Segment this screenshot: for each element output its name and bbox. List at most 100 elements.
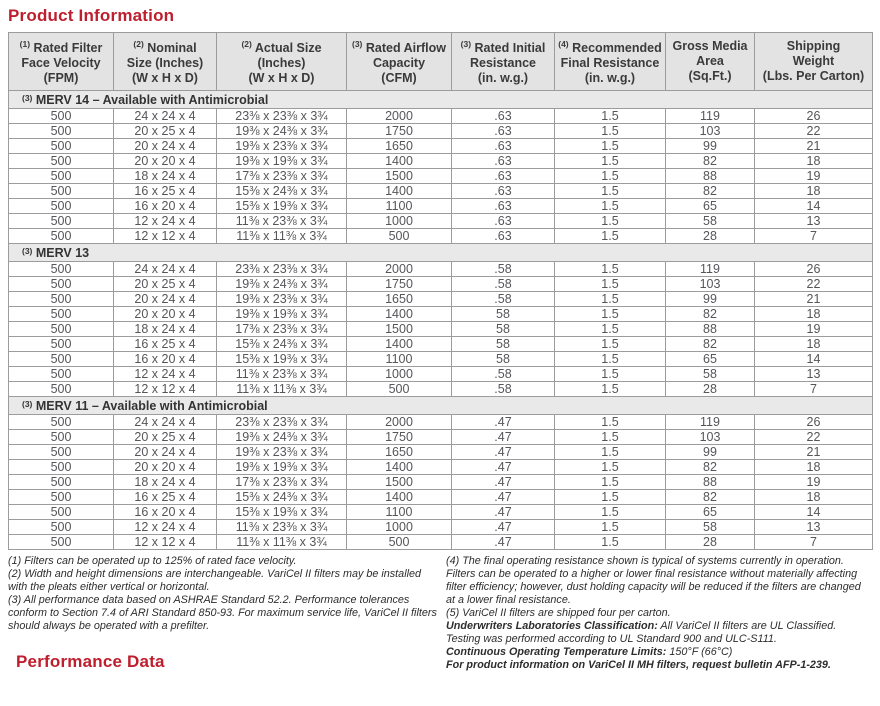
cell-media-area: 99 [665,444,755,460]
cell-rated-face-velocity: 500 [8,276,114,292]
table-body: (3) MERV 14 – Available with Antimicrobi… [8,90,873,550]
cell-airflow-capacity: 1400 [346,183,452,199]
cell-initial-resistance: .47 [451,459,555,475]
footnote: (1) Filters can be operated up to 125% o… [8,555,297,567]
cell-initial-resistance: .63 [451,153,555,169]
column-header-actual-size: (2) Actual Size (Inches) (W x H x D) [216,32,347,91]
cell-nominal-size: 12 x 12 x 4 [113,534,217,550]
footnotes: (1) Filters can be operated up to 125% o… [8,555,872,672]
cell-airflow-capacity: 2000 [346,414,452,430]
cell-actual-size: 15⅜ x 24⅜ x 3¾ [216,489,347,505]
cell-media-area: 99 [665,138,755,154]
table-row: 500 20 x 24 x 4 19⅜ x 23⅜ x 3¾ 1650.63 1.5 99… [8,138,873,154]
footnote: (3) All performance data based on ASHRAE… [8,594,437,632]
cell-rated-face-velocity: 500 [8,138,114,154]
cell-shipping-weight: 7 [754,534,873,550]
cell-actual-size: 19⅜ x 23⅜ x 3¾ [216,444,347,460]
footnote: (2) Width and height dimensions are inte… [8,568,421,593]
cell-rated-face-velocity: 500 [8,183,114,199]
cell-initial-resistance: .63 [451,183,555,199]
section-row: (3) MERV 13 [8,243,873,262]
table-row: 500 24 x 24 x 4 23⅜ x 23⅜ x 3¾ 2000.47 1.5 11… [8,414,873,430]
cell-nominal-size: 20 x 20 x 4 [113,459,217,475]
table-row: 500 18 x 24 x 4 17⅜ x 23⅜ x 3¾ 1500.47 1.5 88… [8,474,873,490]
table-row: 500 20 x 24 x 4 19⅜ x 23⅜ x 3¾ 1650.47 1.5 99… [8,444,873,460]
cell-final-resistance: 1.5 [554,444,666,460]
cell-initial-resistance: .47 [451,444,555,460]
section-title: MERV 11 – Available with Antimicrobial [32,399,268,413]
cell-final-resistance: 1.5 [554,168,666,184]
cell-shipping-weight: 14 [754,351,873,367]
cell-media-area: 82 [665,336,755,352]
table-row: 500 24 x 24 x 4 23⅜ x 23⅜ x 3¾ 2000.63 1.5 11… [8,108,873,124]
section-header: (3) MERV 13 [8,243,873,262]
footnote-marker: (3) [22,246,33,256]
table-header: (1) Rated Filter Face Velocity (FPM) (2)… [8,32,873,91]
cell-final-resistance: 1.5 [554,153,666,169]
footnote: Continuous Operating Temperature Limits:… [446,646,733,658]
cell-rated-face-velocity: 500 [8,321,114,337]
cell-nominal-size: 16 x 20 x 4 [113,351,217,367]
cell-media-area: 119 [665,108,755,124]
cell-rated-face-velocity: 500 [8,168,114,184]
table-row: 500 20 x 20 x 4 19⅜ x 19⅜ x 3¾ 1400.47 1.5 82… [8,459,873,475]
footnote: (5) VariCel II filters are shipped four … [446,607,671,619]
cell-final-resistance: 1.5 [554,366,666,382]
footnote-marker: (2) [241,39,252,49]
footnotes-right-column: (4) The final operating resistance shown… [440,555,872,672]
cell-actual-size: 17⅜ x 23⅜ x 3¾ [216,474,347,490]
cell-shipping-weight: 26 [754,414,873,430]
cell-shipping-weight: 22 [754,123,873,139]
cell-rated-face-velocity: 500 [8,459,114,475]
cell-airflow-capacity: 1400 [346,459,452,475]
cell-shipping-weight: 13 [754,519,873,535]
cell-final-resistance: 1.5 [554,504,666,520]
table-row: 500 16 x 25 x 4 15⅜ x 24⅜ x 3¾ 1400.47 1.5 82… [8,489,873,505]
section-row: (3) MERV 11 – Available with Antimicrobi… [8,396,873,415]
cell-airflow-capacity: 1400 [346,306,452,322]
table-row: 500 20 x 25 x 4 19⅜ x 24⅜ x 3¾ 1750.58 1.5 10… [8,276,873,292]
table-row: 500 12 x 24 x 4 11⅜ x 23⅜ x 3¾ 1000.47 1.5 58… [8,519,873,535]
cell-media-area: 119 [665,261,755,277]
table-row: 500 20 x 20 x 4 19⅜ x 19⅜ x 3¾ 1400 58 1.5 82 1… [8,306,873,322]
cell-initial-resistance: .47 [451,429,555,445]
footnote-marker: (4) [558,39,569,49]
column-header-media-area: Gross Media Area (Sq.Ft.) [665,32,755,91]
cell-initial-resistance: .58 [451,261,555,277]
cell-actual-size: 15⅜ x 24⅜ x 3¾ [216,336,347,352]
cell-rated-face-velocity: 500 [8,198,114,214]
cell-actual-size: 15⅜ x 24⅜ x 3¾ [216,183,347,199]
cell-final-resistance: 1.5 [554,381,666,397]
cell-final-resistance: 1.5 [554,459,666,475]
cell-initial-resistance: .58 [451,276,555,292]
cell-nominal-size: 16 x 20 x 4 [113,504,217,520]
cell-media-area: 82 [665,183,755,199]
cell-final-resistance: 1.5 [554,534,666,550]
cell-final-resistance: 1.5 [554,489,666,505]
cell-initial-resistance: .47 [451,519,555,535]
cell-airflow-capacity: 1750 [346,276,452,292]
cell-initial-resistance: .47 [451,534,555,550]
table-row: 500 16 x 25 x 4 15⅜ x 24⅜ x 3¾ 1400 58 1.5 82 1… [8,336,873,352]
table-row: 500 24 x 24 x 4 23⅜ x 23⅜ x 3¾ 2000.58 1.5 11… [8,261,873,277]
cell-airflow-capacity: 1500 [346,168,452,184]
cell-actual-size: 11⅜ x 23⅜ x 3¾ [216,366,347,382]
cell-actual-size: 23⅜ x 23⅜ x 3¾ [216,108,347,124]
cell-actual-size: 17⅜ x 23⅜ x 3¾ [216,168,347,184]
cell-initial-resistance: .47 [451,474,555,490]
cell-media-area: 88 [665,474,755,490]
cell-initial-resistance: .47 [451,489,555,505]
cell-airflow-capacity: 1000 [346,213,452,229]
cell-rated-face-velocity: 500 [8,306,114,322]
cell-shipping-weight: 18 [754,489,873,505]
cell-actual-size: 19⅜ x 23⅜ x 3¾ [216,291,347,307]
cell-initial-resistance: .63 [451,228,555,244]
table-row: 500 12 x 12 x 4 11⅜ x 11⅜ x 3¾ 500.47 1.5 28 7 [8,534,873,550]
cell-media-area: 88 [665,321,755,337]
cell-shipping-weight: 19 [754,321,873,337]
cell-rated-face-velocity: 500 [8,474,114,490]
cell-airflow-capacity: 1000 [346,519,452,535]
cell-final-resistance: 1.5 [554,351,666,367]
cell-shipping-weight: 21 [754,291,873,307]
cell-shipping-weight: 7 [754,381,873,397]
